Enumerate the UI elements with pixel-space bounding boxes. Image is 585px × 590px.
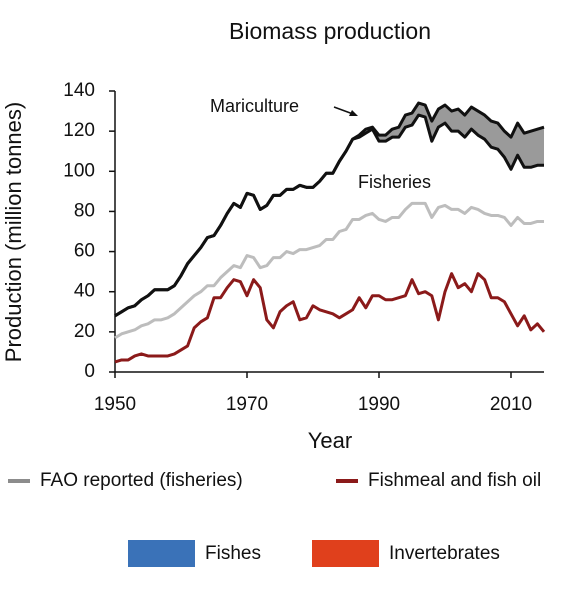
annotation: Fisheries — [358, 172, 431, 192]
legend-label: Fishmeal and fish oil — [368, 470, 541, 491]
y-tick-label: 20 — [74, 321, 95, 342]
series-line — [114, 201, 544, 340]
x-tick-label: 1990 — [358, 394, 400, 415]
y-tick-label: 0 — [84, 361, 95, 382]
series-line — [114, 101, 545, 318]
series-line — [114, 113, 544, 318]
legend-label: Invertebrates — [389, 543, 500, 564]
legend-label: FAO reported (fisheries) — [40, 470, 243, 491]
y-axis-label: Production (million tonnes) — [1, 102, 26, 362]
annotation-arrowhead — [349, 110, 358, 116]
y-tick-label: 80 — [74, 200, 95, 221]
annotation-arrow — [333, 106, 354, 115]
chart-title: Biomass production — [229, 18, 431, 44]
legend-label: Fishes — [205, 543, 261, 564]
y-tick-label: 40 — [74, 281, 95, 302]
x-tick-label: 1950 — [94, 394, 136, 415]
series-line — [114, 272, 546, 364]
x-tick-label: 1970 — [226, 394, 268, 415]
legend-swatch — [312, 540, 379, 567]
annotation: Mariculture — [210, 96, 299, 116]
x-axis-label: Year — [308, 428, 352, 453]
legend-swatch — [128, 540, 195, 567]
y-tick-label: 60 — [74, 241, 95, 262]
y-tick-label: 100 — [63, 160, 95, 181]
y-tick-label: 120 — [63, 120, 95, 141]
y-tick-label: 140 — [63, 80, 95, 101]
x-tick-label: 2010 — [490, 394, 532, 415]
